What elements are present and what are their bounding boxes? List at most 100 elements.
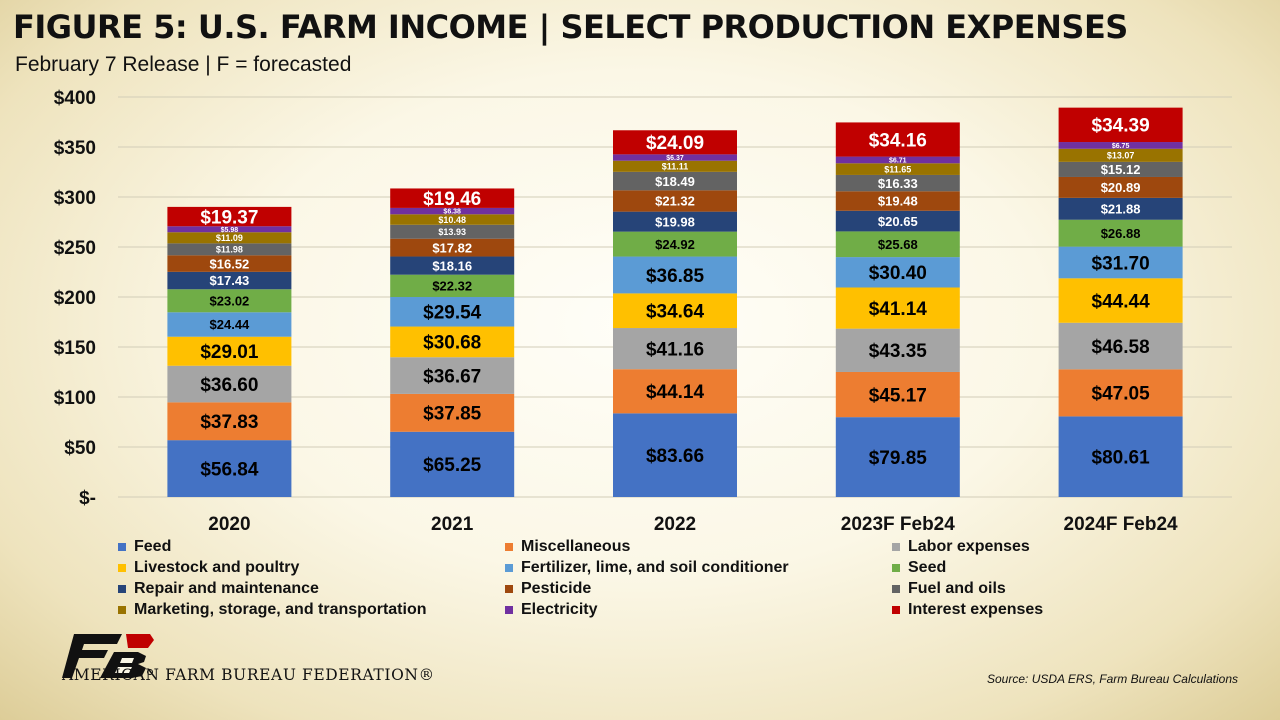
bar-segment <box>1058 161 1183 177</box>
bar-segment <box>1058 148 1183 162</box>
bar-segment <box>613 190 737 212</box>
bar-segment <box>835 191 960 211</box>
legend-item: Labor expenses <box>892 538 1030 556</box>
bar-segment <box>1058 369 1183 417</box>
data-label: $20.65 <box>878 214 918 229</box>
data-label: $30.40 <box>869 263 927 284</box>
data-label: $25.68 <box>878 237 918 252</box>
data-label: $79.85 <box>869 448 928 469</box>
legend-label: Labor expenses <box>908 538 1030 555</box>
data-label: $15.12 <box>1101 162 1141 177</box>
bar-segment <box>167 206 292 227</box>
farm-bureau-logo-icon <box>62 634 154 678</box>
legend-item: Miscellaneous <box>505 538 630 556</box>
data-label: $11.98 <box>216 245 243 255</box>
y-tick-label: $- <box>79 488 96 509</box>
data-label: $24.09 <box>646 133 704 154</box>
legend-swatch <box>892 585 900 593</box>
data-label: $19.46 <box>423 189 481 210</box>
data-label: $37.85 <box>423 404 482 425</box>
data-label: $16.33 <box>878 176 918 191</box>
data-label: $56.84 <box>200 459 259 480</box>
bar-segment <box>167 255 292 272</box>
x-tick-label: 2022 <box>654 514 696 535</box>
legend-label: Livestock and poultry <box>134 559 300 576</box>
legend-item: Fuel and oils <box>892 580 1006 598</box>
legend-swatch <box>505 543 513 551</box>
legend-item: Feed <box>118 538 171 556</box>
data-label: $10.48 <box>438 215 466 225</box>
legend-label: Electricity <box>521 601 598 618</box>
legend-swatch <box>118 564 126 572</box>
source-note: Source: USDA ERS, Farm Bureau Calculatio… <box>987 672 1238 686</box>
legend-label: Fertilizer, lime, and soil conditioner <box>521 559 789 576</box>
bar-segment <box>835 231 960 258</box>
data-label: $26.88 <box>1101 226 1141 241</box>
data-label: $41.14 <box>869 299 928 320</box>
data-label: $18.16 <box>432 258 472 273</box>
data-label: $11.11 <box>662 162 689 172</box>
bar-segment <box>613 171 737 191</box>
bar-segment <box>835 163 960 175</box>
legend-swatch <box>505 606 513 614</box>
legend-swatch <box>118 585 126 593</box>
data-label: $36.60 <box>200 375 258 396</box>
data-label: $29.54 <box>423 303 482 324</box>
y-tick-label: $50 <box>64 438 96 459</box>
data-label: $83.66 <box>646 446 704 467</box>
data-label: $29.01 <box>200 342 259 363</box>
legend-item: Electricity <box>505 601 597 619</box>
x-tick-label: 2024F Feb24 <box>1064 514 1178 535</box>
data-label: $34.39 <box>1092 116 1150 137</box>
data-label: $11.65 <box>884 164 911 174</box>
legend-label: Pesticide <box>521 580 592 597</box>
bar-segment <box>167 232 292 244</box>
y-tick-label: $100 <box>54 388 96 409</box>
bar-segment <box>390 326 515 358</box>
chart-subtitle: February 7 Release | F = forecasted <box>15 53 352 76</box>
bar-segment <box>835 174 960 192</box>
data-label: $34.16 <box>869 130 927 151</box>
bar-segment <box>613 211 737 232</box>
data-label: $43.35 <box>869 341 928 362</box>
x-tick-label: 2023F Feb24 <box>841 514 955 535</box>
data-label: $6.75 <box>1112 143 1130 150</box>
data-label: $46.58 <box>1092 337 1150 358</box>
legend-swatch <box>118 606 126 614</box>
bar-segment <box>613 231 737 257</box>
bar-segment <box>613 154 737 161</box>
bar-segment <box>1058 278 1183 323</box>
data-label: $13.93 <box>438 227 466 237</box>
bar-segment <box>167 402 292 441</box>
bar-segment <box>390 224 515 239</box>
x-tick-label: 2021 <box>431 514 474 535</box>
bar-segment <box>613 369 737 414</box>
bar-segment <box>390 188 515 208</box>
data-label: $36.67 <box>423 366 481 387</box>
data-label: $23.02 <box>210 293 250 308</box>
data-label: $47.05 <box>1092 384 1151 405</box>
bar-segment <box>835 287 960 329</box>
data-label: $5.98 <box>221 227 239 234</box>
bar-segment <box>835 156 960 164</box>
chart-title: FIGURE 5: U.S. FARM INCOME | SELECT PROD… <box>13 8 1128 46</box>
bar-segment <box>390 297 515 327</box>
bar-segment <box>167 440 292 497</box>
bar-segment <box>390 207 515 215</box>
legend-item: Interest expenses <box>892 601 1043 619</box>
bar-segment <box>1058 246 1183 279</box>
data-label: $65.25 <box>423 455 482 476</box>
y-tick-label: $150 <box>54 338 96 359</box>
legend-item: Seed <box>892 559 946 577</box>
bar-segment <box>835 257 960 288</box>
organization-name: AMERICAN FARM BUREAU FEDERATION® <box>62 666 435 684</box>
legend-item: Marketing, storage, and transportation <box>118 601 426 619</box>
y-tick-label: $250 <box>54 238 96 259</box>
y-tick-label: $400 <box>54 88 96 109</box>
bar-segment <box>835 122 960 157</box>
legend-swatch <box>892 606 900 614</box>
bar-segment <box>167 365 292 403</box>
bar-segment <box>613 328 737 370</box>
legend-swatch <box>505 585 513 593</box>
legend-item: Pesticide <box>505 580 591 598</box>
